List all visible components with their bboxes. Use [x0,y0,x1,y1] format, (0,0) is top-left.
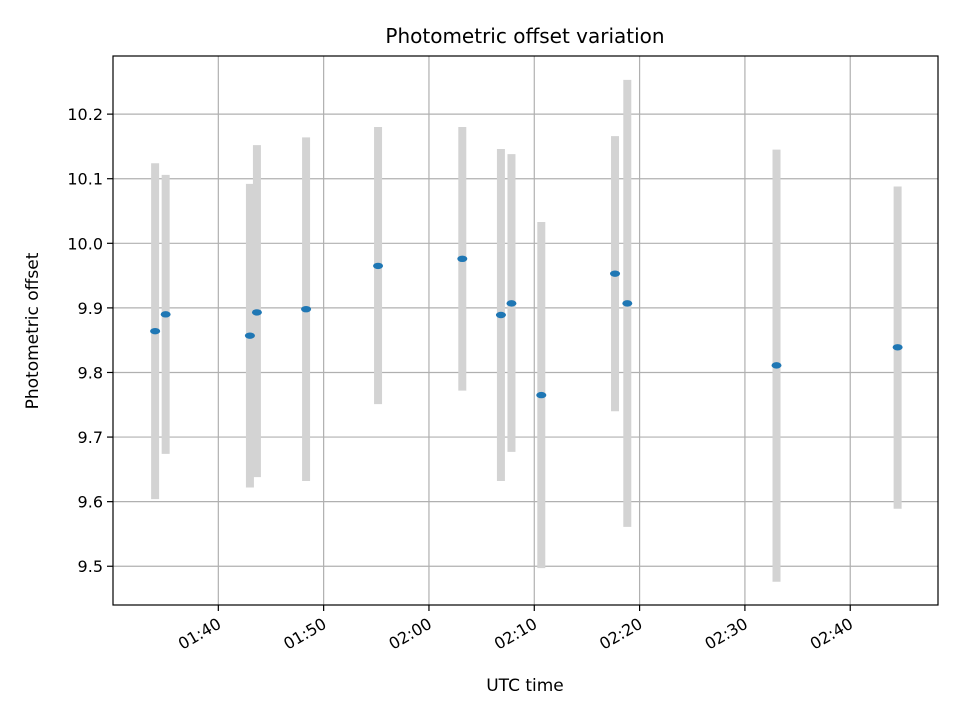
x-tick-label: 02:00 [386,614,435,654]
y-axis-label: Photometric offset [23,252,43,409]
data-point [495,311,506,319]
y-tick-label: 9.8 [78,363,103,382]
y-tick-label: 10.1 [67,170,103,189]
data-point [892,344,903,351]
data-point [150,327,161,335]
data-point [622,300,633,307]
y-tick-label: 9.6 [78,493,103,512]
x-axis: 01:40 01:50 02:00 02:10 02:20 02:30 02:40 [175,605,856,654]
y-tick-label: 9.9 [78,299,103,318]
data-point [506,300,517,307]
data-point [301,305,312,313]
data-point [373,262,384,270]
data-point [160,311,171,318]
y-tick-label: 10.2 [67,105,103,124]
plot-frame [112,55,939,606]
y-tick-label: 9.7 [78,428,103,447]
x-tick-label: 02:20 [596,614,645,654]
x-tick-label: 02:10 [491,614,540,654]
data-point [610,270,621,277]
x-tick-label: 02:30 [701,614,750,654]
y-axis: 9.5 9.6 9.7 9.8 9.9 10.0 10.1 10.2 [67,105,113,576]
data-point [244,332,255,339]
data-point [771,362,782,369]
x-axis-label: UTC time [486,676,564,696]
plot-background [113,56,938,605]
data-point [457,255,468,263]
x-tick-label: 01:40 [175,614,224,654]
y-tick-label: 10.0 [67,234,103,253]
x-tick-label: 01:50 [280,614,329,654]
y-tick-label: 9.5 [78,557,103,576]
chart-title: Photometric offset variation [385,24,664,48]
x-tick-label: 02:40 [807,614,856,654]
data-point [536,391,547,399]
markers [150,255,903,399]
data-point [251,309,262,316]
